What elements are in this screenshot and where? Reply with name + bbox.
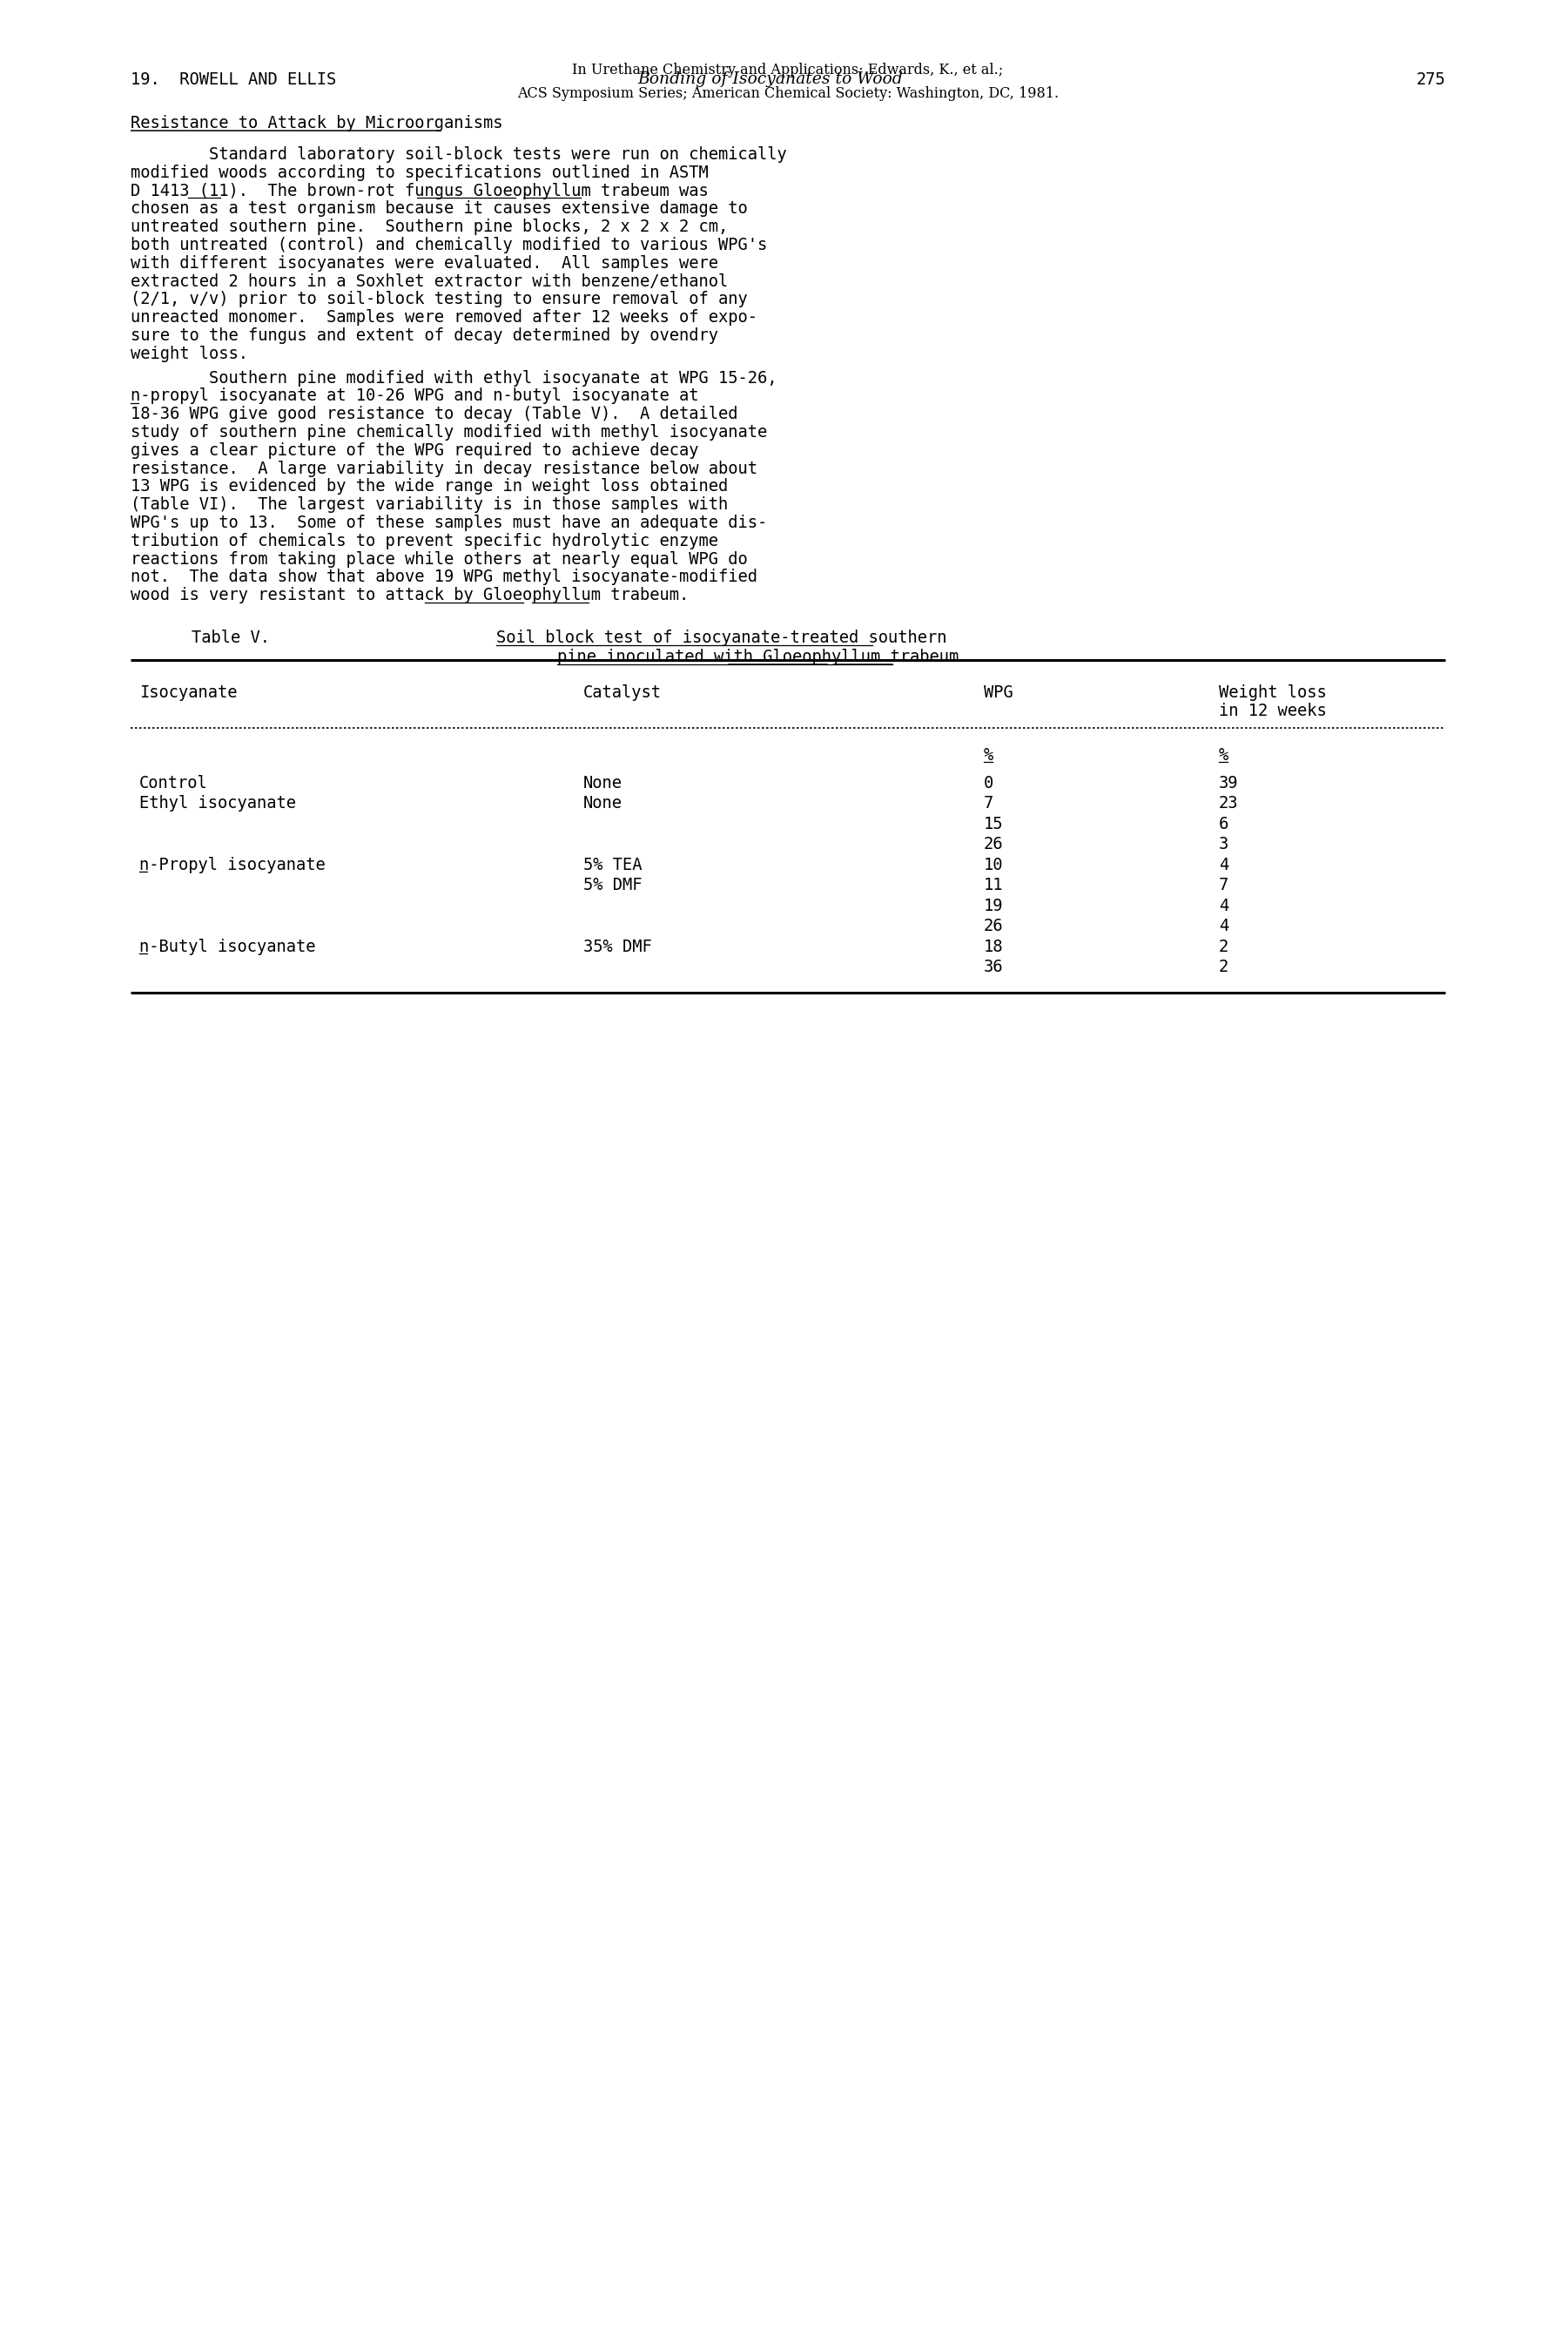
Text: ACS Symposium Series; American Chemical Society: Washington, DC, 1981.: ACS Symposium Series; American Chemical … [517, 87, 1058, 101]
Text: Soil block test of isocyanate-treated southern: Soil block test of isocyanate-treated so… [495, 630, 947, 647]
Text: 18-36 WPG give good resistance to decay (Table V).  A detailed: 18-36 WPG give good resistance to decay … [130, 407, 739, 423]
Text: Standard laboratory soil-block tests were run on chemically: Standard laboratory soil-block tests wer… [130, 146, 787, 162]
Text: 275: 275 [1416, 71, 1446, 87]
Text: chosen as a test organism because it causes extensive damage to: chosen as a test organism because it cau… [130, 200, 748, 216]
Text: 19.  ROWELL AND ELLIS: 19. ROWELL AND ELLIS [130, 71, 336, 87]
Text: Ethyl isocyanate: Ethyl isocyanate [140, 795, 296, 811]
Text: Catalyst: Catalyst [583, 684, 662, 701]
Text: (Table VI).  The largest variability is in those samples with: (Table VI). The largest variability is i… [130, 496, 728, 513]
Text: 15: 15 [983, 816, 1004, 832]
Text: %: % [983, 748, 994, 764]
Text: sure to the fungus and extent of decay determined by ovendry: sure to the fungus and extent of decay d… [130, 327, 718, 343]
Text: 11: 11 [983, 877, 1004, 893]
Text: 35% DMF: 35% DMF [583, 938, 652, 955]
Text: Table V.: Table V. [191, 630, 270, 647]
Text: %: % [1218, 748, 1229, 764]
Text: 18: 18 [983, 938, 1004, 955]
Text: D 1413 (11).  The brown-rot fungus Gloeophyllum trabeum was: D 1413 (11). The brown-rot fungus Gloeop… [130, 183, 709, 200]
Text: 39: 39 [1218, 773, 1239, 792]
Text: Weight loss: Weight loss [1218, 684, 1327, 701]
Text: untreated southern pine.  Southern pine blocks, 2 x 2 x 2 cm,: untreated southern pine. Southern pine b… [130, 219, 728, 235]
Text: 26: 26 [983, 917, 1004, 933]
Text: gives a clear picture of the WPG required to achieve decay: gives a clear picture of the WPG require… [130, 442, 699, 458]
Text: 13 WPG is evidenced by the wide range in weight loss obtained: 13 WPG is evidenced by the wide range in… [130, 477, 728, 496]
Text: n-Propyl isocyanate: n-Propyl isocyanate [140, 856, 326, 872]
Text: WPG's up to 13.  Some of these samples must have an adequate dis-: WPG's up to 13. Some of these samples mu… [130, 515, 767, 531]
Text: None: None [583, 773, 622, 792]
Text: 7: 7 [983, 795, 994, 811]
Text: Control: Control [140, 773, 209, 792]
Text: 4: 4 [1218, 898, 1229, 915]
Text: 5% DMF: 5% DMF [583, 877, 641, 893]
Text: with different isocyanates were evaluated.  All samples were: with different isocyanates were evaluate… [130, 254, 718, 270]
Text: WPG: WPG [983, 684, 1013, 701]
Text: weight loss.: weight loss. [130, 346, 248, 362]
Text: 23: 23 [1218, 795, 1239, 811]
Text: n-Butyl isocyanate: n-Butyl isocyanate [140, 938, 315, 955]
Text: 4: 4 [1218, 856, 1229, 872]
Text: pine inoculated with Gloeophyllum trabeum: pine inoculated with Gloeophyllum trabeu… [557, 649, 958, 665]
Text: unreacted monomer.  Samples were removed after 12 weeks of expo-: unreacted monomer. Samples were removed … [130, 310, 757, 327]
Text: Resistance to Attack by Microorganisms: Resistance to Attack by Microorganisms [130, 115, 503, 132]
Text: tribution of chemicals to prevent specific hydrolytic enzyme: tribution of chemicals to prevent specif… [130, 534, 718, 550]
Text: 36: 36 [983, 959, 1004, 976]
Text: 0: 0 [983, 773, 994, 792]
Text: reactions from taking place while others at nearly equal WPG do: reactions from taking place while others… [130, 550, 748, 567]
Text: 2: 2 [1218, 938, 1229, 955]
Text: 5% TEA: 5% TEA [583, 856, 641, 872]
Text: 4: 4 [1218, 917, 1229, 933]
Text: both untreated (control) and chemically modified to various WPG's: both untreated (control) and chemically … [130, 237, 767, 254]
Text: not.  The data show that above 19 WPG methyl isocyanate-modified: not. The data show that above 19 WPG met… [130, 569, 757, 585]
Text: 7: 7 [1218, 877, 1229, 893]
Text: modified woods according to specifications outlined in ASTM: modified woods according to specificatio… [130, 165, 709, 181]
Text: In Urethane Chemistry and Applications; Edwards, K., et al.;: In Urethane Chemistry and Applications; … [572, 63, 1004, 78]
Text: n-propyl isocyanate at 10-26 WPG and n-butyl isocyanate at: n-propyl isocyanate at 10-26 WPG and n-b… [130, 388, 699, 404]
Text: Southern pine modified with ethyl isocyanate at WPG 15-26,: Southern pine modified with ethyl isocya… [130, 369, 778, 386]
Text: resistance.  A large variability in decay resistance below about: resistance. A large variability in decay… [130, 461, 757, 477]
Text: (2/1, v/v) prior to soil-block testing to ensure removal of any: (2/1, v/v) prior to soil-block testing t… [130, 292, 748, 308]
Text: 3: 3 [1218, 837, 1229, 853]
Text: wood is very resistant to attack by Gloeophyllum trabeum.: wood is very resistant to attack by Gloe… [130, 588, 688, 604]
Text: 19: 19 [983, 898, 1004, 915]
Text: 10: 10 [983, 856, 1004, 872]
Text: 6: 6 [1218, 816, 1229, 832]
Text: in 12 weeks: in 12 weeks [1218, 703, 1327, 719]
Text: 2: 2 [1218, 959, 1229, 976]
Text: Bonding of Isocyanates to Wood: Bonding of Isocyanates to Wood [638, 71, 903, 87]
Text: None: None [583, 795, 622, 811]
Text: Isocyanate: Isocyanate [140, 684, 237, 701]
Text: 26: 26 [983, 837, 1004, 853]
Text: extracted 2 hours in a Soxhlet extractor with benzene/ethanol: extracted 2 hours in a Soxhlet extractor… [130, 273, 728, 289]
Text: study of southern pine chemically modified with methyl isocyanate: study of southern pine chemically modifi… [130, 423, 767, 440]
